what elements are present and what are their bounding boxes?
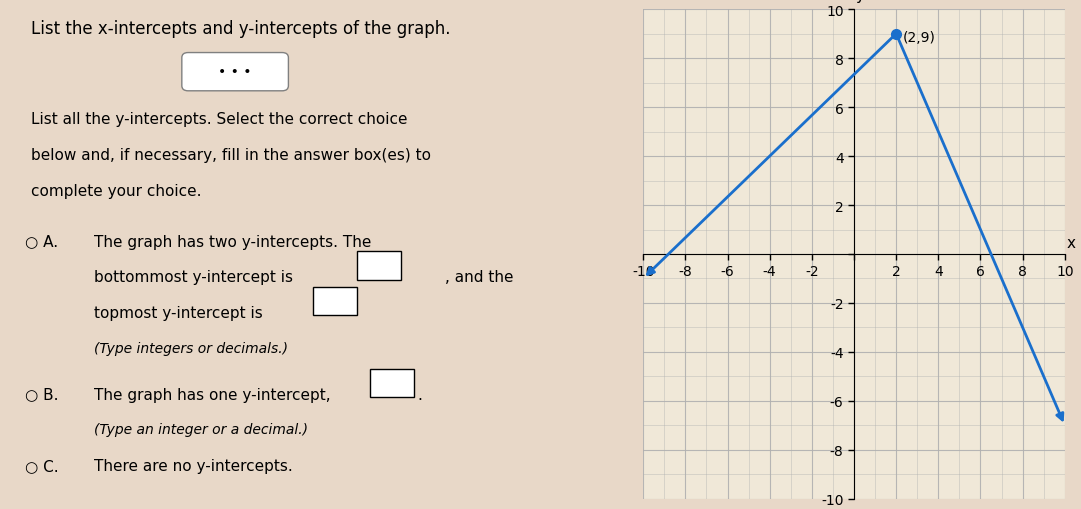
Text: x: x <box>1067 235 1076 250</box>
Text: (Type an integer or a decimal.): (Type an integer or a decimal.) <box>94 422 308 436</box>
Text: • • •: • • • <box>218 65 252 79</box>
Text: The graph has two y-intercepts. The: The graph has two y-intercepts. The <box>94 234 372 249</box>
FancyBboxPatch shape <box>182 53 289 92</box>
FancyBboxPatch shape <box>370 369 414 397</box>
Text: ○ B.: ○ B. <box>25 387 58 402</box>
Text: ○ A.: ○ A. <box>25 234 58 249</box>
Text: List all the y-intercepts. Select the correct choice: List all the y-intercepts. Select the co… <box>31 112 408 127</box>
Text: (2,9): (2,9) <box>903 31 935 45</box>
Text: There are no y-intercepts.: There are no y-intercepts. <box>94 458 293 473</box>
Text: complete your choice.: complete your choice. <box>31 183 202 198</box>
Text: bottommost y-intercept is: bottommost y-intercept is <box>94 270 298 285</box>
FancyBboxPatch shape <box>313 288 358 316</box>
Text: (Type integers or decimals.): (Type integers or decimals.) <box>94 341 288 355</box>
FancyBboxPatch shape <box>358 252 401 280</box>
Text: ○ C.: ○ C. <box>25 458 58 473</box>
Text: List the x-intercepts and y-intercepts of the graph.: List the x-intercepts and y-intercepts o… <box>31 20 451 38</box>
Text: .: . <box>417 387 422 402</box>
Text: topmost y-intercept is: topmost y-intercept is <box>94 305 268 320</box>
Text: below and, if necessary, fill in the answer box(es) to: below and, if necessary, fill in the ans… <box>31 148 431 162</box>
Text: , and the: , and the <box>445 270 513 285</box>
Text: The graph has one y-intercept,: The graph has one y-intercept, <box>94 387 335 402</box>
Text: y: y <box>856 0 865 4</box>
